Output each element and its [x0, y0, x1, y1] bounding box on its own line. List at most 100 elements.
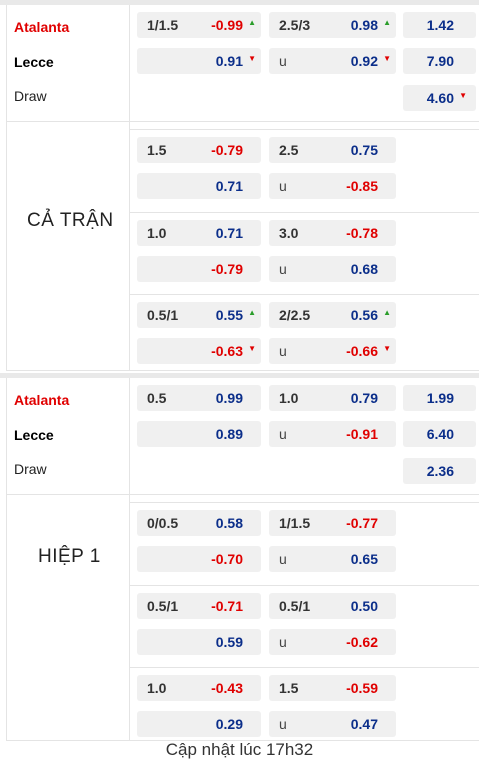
- odds-draw[interactable]: 4.60 ▼: [403, 85, 476, 111]
- line-label: 1.0: [147, 680, 167, 696]
- handicap-away-cell[interactable]: -0.70: [137, 546, 261, 572]
- team-draw: Draw: [14, 461, 47, 477]
- under-label: u: [279, 53, 287, 69]
- over-cell[interactable]: 0.5/1 0.50: [269, 593, 396, 619]
- over-cell[interactable]: 3.0 -0.78: [269, 220, 396, 246]
- over-cell[interactable]: 1.0 0.79: [269, 385, 396, 411]
- under-label: u: [279, 634, 287, 650]
- over-cell[interactable]: 2/2.5 0.56 ▲: [269, 302, 396, 328]
- odds-value: 0.79: [350, 390, 378, 406]
- odds-value: 6.40: [426, 426, 454, 442]
- over-cell[interactable]: 1.5 -0.59: [269, 675, 396, 701]
- line-label: 2.5: [279, 142, 299, 158]
- odds-value: -0.59: [346, 680, 378, 696]
- handicap-home-cell[interactable]: 1.5 -0.79: [137, 137, 261, 163]
- odds-value: 4.60: [426, 90, 454, 106]
- triangle-up-icon: ▲: [248, 308, 256, 317]
- under-label: u: [279, 261, 287, 277]
- odds-value: 2.36: [426, 463, 454, 479]
- under-cell[interactable]: u 0.47: [269, 711, 396, 737]
- under-label: u: [279, 426, 287, 442]
- triangle-up-icon: ▲: [383, 18, 391, 27]
- row-divider: [129, 129, 479, 130]
- odds-home-win[interactable]: 1.42: [403, 12, 476, 38]
- handicap-away-cell[interactable]: 0.59: [137, 629, 261, 655]
- row-divider: [129, 585, 479, 586]
- line-label: 0/0.5: [147, 515, 179, 531]
- triangle-down-icon: ▼: [248, 344, 256, 353]
- team-away: Lecce: [14, 427, 54, 443]
- odds-value: -0.66: [346, 343, 378, 359]
- over-cell[interactable]: 2.5 0.75: [269, 137, 396, 163]
- under-cell[interactable]: u 0.68: [269, 256, 396, 282]
- over-cell[interactable]: 1/1.5 -0.77: [269, 510, 396, 536]
- line-label: 2.5/3: [279, 17, 311, 33]
- handicap-home-cell[interactable]: 0.5/1 -0.71: [137, 593, 261, 619]
- odds-value: 0.50: [350, 598, 378, 614]
- odds-value: 0.65: [350, 551, 378, 567]
- odds-value: 0.71: [215, 178, 243, 194]
- odds-value: 0.71: [215, 225, 243, 241]
- team-draw: Draw: [14, 88, 47, 104]
- under-cell[interactable]: u 0.65: [269, 546, 396, 572]
- row-divider: [6, 121, 479, 122]
- under-label: u: [279, 343, 287, 359]
- odds-value: 0.92: [350, 53, 378, 69]
- row-divider: [129, 294, 479, 295]
- odds-value: -0.71: [211, 598, 243, 614]
- odds-value: -0.79: [211, 261, 243, 277]
- section-top-bar: [0, 373, 479, 378]
- odds-value: -0.62: [346, 634, 378, 650]
- team-home: Atalanta: [14, 392, 70, 408]
- triangle-up-icon: ▲: [383, 308, 391, 317]
- odds-value: 0.68: [350, 261, 378, 277]
- handicap-away-cell[interactable]: 0.29: [137, 711, 261, 737]
- under-label: u: [279, 178, 287, 194]
- handicap-home-cell[interactable]: 0/0.5 0.58: [137, 510, 261, 536]
- under-cell[interactable]: u 0.92 ▼: [269, 48, 396, 74]
- odds-draw[interactable]: 2.36: [403, 458, 476, 484]
- handicap-away-cell[interactable]: 0.71: [137, 173, 261, 199]
- under-cell[interactable]: u -0.62: [269, 629, 396, 655]
- handicap-away-cell[interactable]: -0.79: [137, 256, 261, 282]
- under-cell[interactable]: u -0.66 ▼: [269, 338, 396, 364]
- odds-value: 0.47: [350, 716, 378, 732]
- odds-value: -0.43: [211, 680, 243, 696]
- odds-value: 0.29: [215, 716, 243, 732]
- odds-value: -0.85: [346, 178, 378, 194]
- section-top-bar: [0, 0, 479, 5]
- line-label: 2/2.5: [279, 307, 311, 323]
- over-cell[interactable]: 2.5/3 0.98 ▲: [269, 12, 396, 38]
- row-divider: [129, 667, 479, 668]
- handicap-away-cell[interactable]: -0.63 ▼: [137, 338, 261, 364]
- line-label: 1/1.5: [279, 515, 311, 531]
- under-cell[interactable]: u -0.85: [269, 173, 396, 199]
- section-bottom-border: [6, 740, 479, 741]
- team-away: Lecce: [14, 54, 54, 70]
- odds-value: 0.56: [350, 307, 378, 323]
- handicap-home-cell[interactable]: 0.5 0.99: [137, 385, 261, 411]
- odds-home-win[interactable]: 1.99: [403, 385, 476, 411]
- odds-value: -0.99: [211, 17, 243, 33]
- triangle-down-icon: ▼: [248, 54, 256, 63]
- handicap-away-cell[interactable]: 0.89: [137, 421, 261, 447]
- update-time: Cập nhật lúc 17h32: [165, 740, 314, 759]
- under-cell[interactable]: u -0.91: [269, 421, 396, 447]
- handicap-home-cell[interactable]: 0.5/1 0.55 ▲: [137, 302, 261, 328]
- odds-value: 0.89: [215, 426, 243, 442]
- odds-away-win[interactable]: 7.90: [403, 48, 476, 74]
- odds-value: 0.91: [215, 53, 243, 69]
- handicap-away-cell[interactable]: 0.91 ▼: [137, 48, 261, 74]
- line-label: 0.5/1: [147, 307, 179, 323]
- odds-value: -0.63: [211, 343, 243, 359]
- odds-away-win[interactable]: 6.40: [403, 421, 476, 447]
- section-bottom-border: [6, 370, 479, 371]
- handicap-home-cell[interactable]: 1.0 0.71: [137, 220, 261, 246]
- handicap-home-cell[interactable]: 1.0 -0.43: [137, 675, 261, 701]
- row-divider: [129, 502, 479, 503]
- handicap-home-cell[interactable]: 1/1.5 -0.99 ▲: [137, 12, 261, 38]
- column-divider: [129, 5, 130, 370]
- triangle-down-icon: ▼: [383, 344, 391, 353]
- under-label: u: [279, 551, 287, 567]
- line-label: 0.5/1: [279, 598, 311, 614]
